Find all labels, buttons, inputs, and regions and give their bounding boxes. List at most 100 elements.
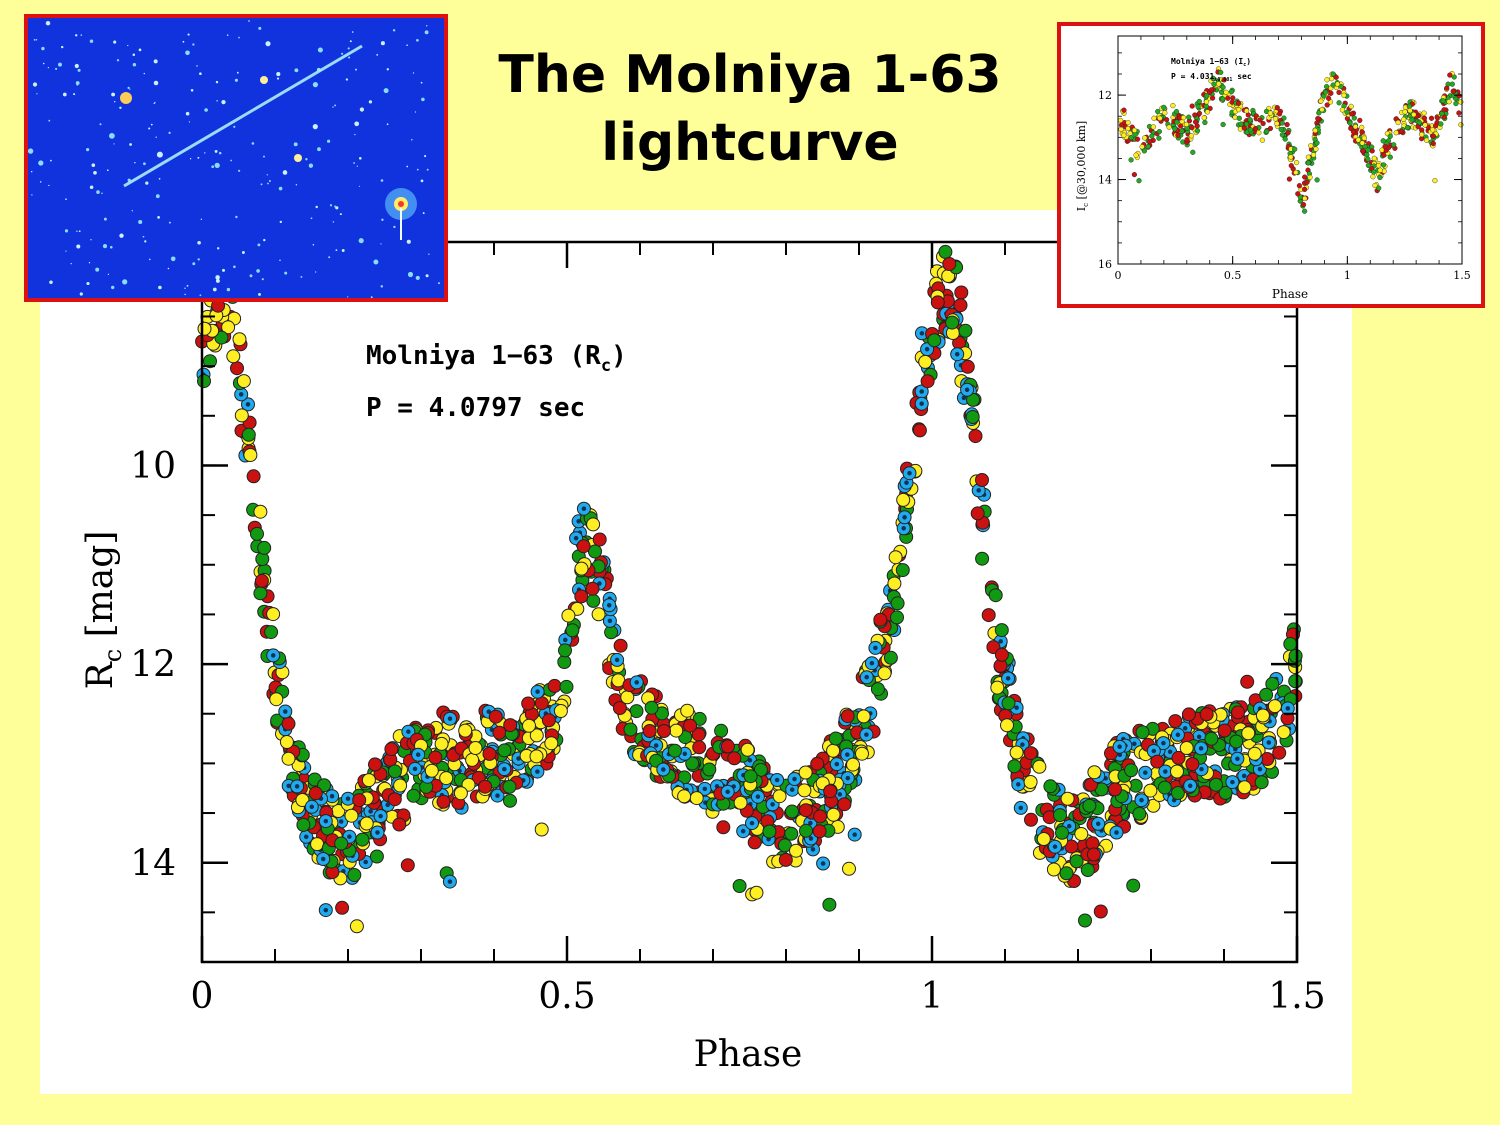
star: [230, 159, 232, 162]
star: [64, 229, 69, 233]
star: [76, 244, 81, 249]
data-point: [1387, 154, 1393, 160]
data-point: [1171, 750, 1186, 765]
star: [237, 169, 241, 172]
data-point: [521, 696, 536, 711]
data-point: [1294, 160, 1300, 166]
data-point-center: [682, 751, 688, 757]
inset-y-axis-label: Ic [@30,000 km]: [1075, 121, 1090, 211]
data-point: [1288, 163, 1294, 169]
data-point-center: [845, 775, 851, 781]
data-point: [762, 824, 777, 839]
star: [328, 256, 331, 259]
data-point: [1387, 133, 1393, 140]
data-point-center: [792, 776, 797, 782]
data-point: [1156, 135, 1162, 141]
data-point: [1264, 128, 1270, 135]
star: [55, 67, 58, 70]
data-point: [254, 573, 269, 588]
star: [78, 230, 81, 233]
data-point: [317, 778, 332, 793]
star: [282, 170, 288, 175]
star: [300, 275, 303, 278]
star: [35, 38, 38, 41]
star: [32, 82, 38, 87]
data-point-center: [385, 802, 390, 808]
data-point: [1132, 806, 1147, 821]
data-point: [1432, 178, 1438, 184]
y-tick-label: 12: [130, 645, 176, 686]
data-point: [1439, 110, 1445, 117]
inset-chart-panel: 0 0.5 1 1.5 12 14 16 Molniya 1−63 (Ic) P = 4.0…: [1057, 22, 1485, 308]
data-point-center: [447, 879, 453, 884]
data-point: [1082, 798, 1097, 813]
data-point: [1314, 177, 1320, 183]
star: [80, 34, 83, 36]
star: [88, 262, 91, 264]
data-point: [1036, 832, 1051, 846]
data-point: [1446, 99, 1452, 105]
data-point-center: [363, 859, 368, 865]
star: [386, 123, 389, 126]
star: [406, 239, 411, 244]
data-point: [1174, 119, 1180, 125]
data-point: [1124, 763, 1139, 778]
star: [233, 265, 236, 269]
data-point-center: [294, 784, 300, 789]
data-point-center: [702, 786, 708, 792]
star: [257, 243, 261, 247]
data-point: [960, 359, 975, 374]
data-point: [1220, 96, 1226, 102]
data-point: [733, 795, 748, 810]
star: [392, 29, 396, 32]
star: [376, 54, 379, 56]
data-point: [667, 743, 682, 758]
data-point: [585, 581, 600, 596]
data-point: [1453, 100, 1459, 107]
data-point: [1080, 863, 1095, 877]
star: [86, 281, 90, 286]
data-point: [1229, 734, 1244, 749]
data-point: [1204, 731, 1219, 746]
data-point: [1458, 122, 1464, 128]
star: [265, 41, 271, 47]
data-point: [1393, 130, 1399, 136]
data-point: [296, 817, 311, 832]
data-point-center: [286, 783, 291, 789]
data-point: [685, 756, 700, 771]
data-point-center: [283, 709, 288, 714]
data-point-center: [270, 653, 276, 658]
star: [233, 125, 236, 128]
star: [420, 179, 424, 183]
star: [119, 233, 124, 238]
star: [214, 162, 220, 169]
star: [332, 106, 334, 108]
data-point: [1380, 162, 1387, 168]
data-point-center: [412, 766, 418, 772]
data-point: [1372, 182, 1378, 189]
data-point: [1267, 110, 1274, 116]
data-point: [1359, 124, 1365, 131]
star: [62, 92, 67, 97]
data-point-center: [495, 793, 500, 798]
data-point: [890, 596, 905, 611]
star: [185, 50, 190, 56]
star: [33, 39, 36, 41]
star: [188, 121, 190, 123]
data-point: [778, 852, 793, 867]
data-point: [740, 742, 755, 757]
data-point: [777, 838, 792, 853]
star: [218, 151, 222, 155]
data-point: [1284, 121, 1290, 128]
star: [185, 111, 190, 116]
star: [58, 62, 62, 67]
data-point: [1279, 120, 1285, 126]
slide-title-line-2: lightcurve: [601, 112, 899, 173]
star: [370, 296, 373, 298]
satellite-streak: [123, 44, 363, 188]
star: [279, 220, 282, 224]
star: [341, 249, 345, 252]
data-point-center: [755, 794, 761, 799]
star: [167, 267, 170, 270]
data-point: [1344, 109, 1350, 115]
